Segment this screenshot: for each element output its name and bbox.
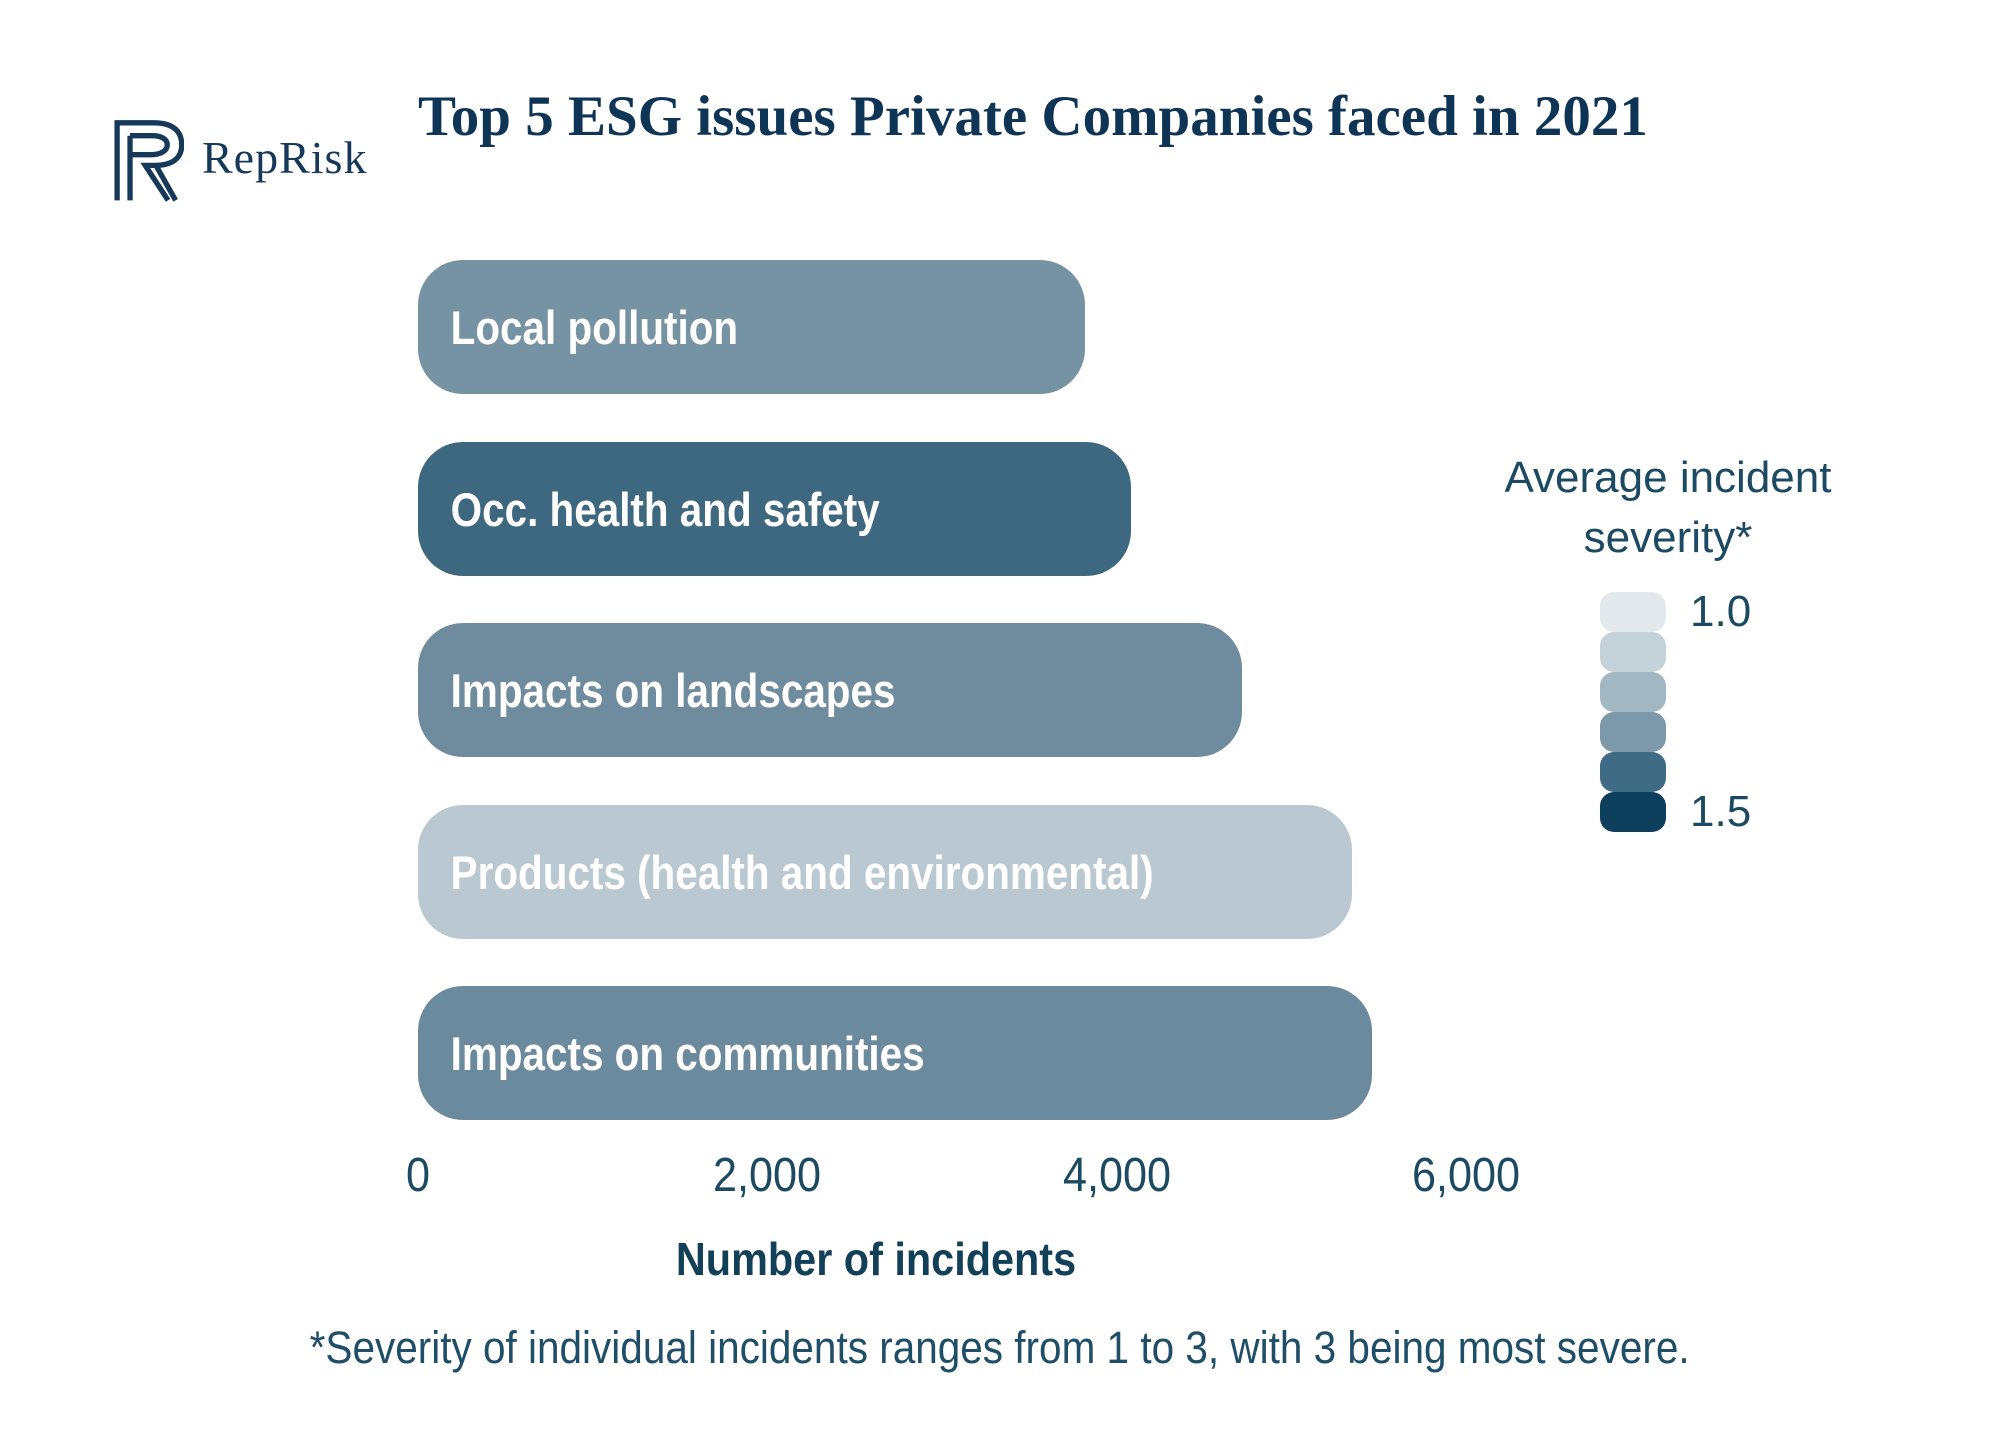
x-tick-2000: 2,000 bbox=[712, 1149, 822, 1202]
legend-max-label: 1.5 bbox=[1690, 787, 1752, 836]
bar-occ-health-and-safety: Occ. health and safety bbox=[418, 442, 1131, 576]
bar-products-health-and-environmental: Products (health and environmental) bbox=[418, 805, 1352, 939]
legend-min-label: 1.0 bbox=[1690, 587, 1752, 636]
reprisk-r-mark-icon bbox=[114, 120, 184, 202]
bar-impacts-on-landscapes: Impacts on landscapes bbox=[418, 623, 1242, 757]
legend-swatch-2 bbox=[1600, 632, 1666, 672]
bar-impacts-on-communities: Impacts on communities bbox=[418, 986, 1372, 1120]
brand-name: RepRisk bbox=[202, 131, 368, 183]
bar-label-local-pollution: Local pollution bbox=[450, 300, 739, 354]
chart-title: Top 5 ESG issues Private Companies faced… bbox=[418, 85, 1648, 148]
bar-local-pollution: Local pollution bbox=[418, 260, 1085, 394]
legend-swatch-3 bbox=[1600, 672, 1666, 712]
legend-title: Average incident severity* bbox=[1504, 453, 1832, 562]
bar-label-occ-health-and-safety: Occ. health and safety bbox=[450, 482, 880, 536]
legend-color-scale bbox=[1600, 592, 1666, 832]
reprisk-logo: RepRisk bbox=[108, 112, 367, 202]
legend-swatch-1 bbox=[1600, 592, 1666, 632]
x-tick-4000: 4,000 bbox=[1062, 1149, 1172, 1202]
legend-swatch-6 bbox=[1600, 792, 1666, 832]
x-tick-6000: 6,000 bbox=[1411, 1149, 1521, 1202]
footnote-text: *Severity of individual incidents ranges… bbox=[310, 1322, 1690, 1373]
x-tick-0: 0 bbox=[405, 1149, 431, 1202]
legend-swatch-5 bbox=[1600, 752, 1666, 792]
bar-label-impacts-on-communities: Impacts on communities bbox=[450, 1026, 925, 1080]
bar-label-impacts-on-landscapes: Impacts on landscapes bbox=[450, 663, 896, 717]
footnote: *Severity of individual incidents ranges… bbox=[0, 1322, 2000, 1374]
bar-label-products-health-and-environmental: Products (health and environmental) bbox=[450, 845, 1154, 899]
legend-swatch-4 bbox=[1600, 712, 1666, 752]
x-axis-label: Number of incidents bbox=[675, 1233, 1077, 1285]
